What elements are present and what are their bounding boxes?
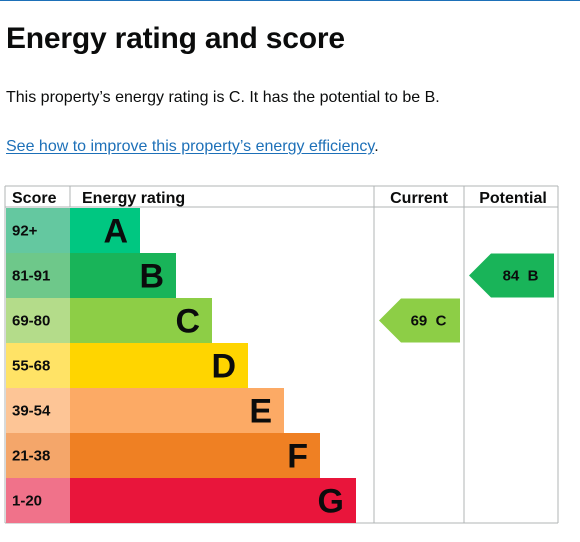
improve-efficiency-link[interactable]: See how to improve this property’s energ… xyxy=(6,138,375,155)
improve-link-line: See how to improve this property’s energ… xyxy=(6,138,379,156)
current-rating-label: 69 C xyxy=(411,313,447,330)
band-bar-b xyxy=(70,253,176,298)
band-score-f: 21-38 xyxy=(12,448,50,465)
page-title: Energy rating and score xyxy=(6,22,345,55)
band-score-b: 81-91 xyxy=(12,268,50,285)
band-bar-f xyxy=(70,433,320,478)
rating-summary: This property’s energy rating is C. It h… xyxy=(6,89,440,106)
rating-bands: 92+ A 81-91 B 69-80 C 55-68 D 39-54 E 21-38 F 1-20 G xyxy=(6,208,356,523)
band-letter-c: C xyxy=(175,303,200,341)
score-cell-c xyxy=(6,298,70,343)
band-score-d: 55-68 xyxy=(12,358,50,375)
header-current: Current xyxy=(390,190,448,207)
header-potential: Potential xyxy=(479,190,547,207)
score-cell-d xyxy=(6,343,70,388)
rating-arrows: 69 C 84 B xyxy=(379,253,554,343)
band-score-c: 69-80 xyxy=(12,313,50,330)
band-letter-f: F xyxy=(287,438,308,476)
band-bar-e xyxy=(70,388,284,433)
table-grid xyxy=(4,185,559,524)
score-cell-f xyxy=(6,433,70,478)
potential-rating-label: 84 B xyxy=(503,268,539,285)
band-letter-a: A xyxy=(103,213,128,251)
header-energy-rating: Energy rating xyxy=(82,190,185,207)
header-score: Score xyxy=(12,190,57,207)
link-suffix: . xyxy=(374,138,379,155)
band-score-g: 1-20 xyxy=(12,493,42,510)
band-letter-e: E xyxy=(249,393,272,431)
top-border xyxy=(0,0,580,1)
band-letter-g: G xyxy=(318,483,344,521)
band-score-a: 92+ xyxy=(12,223,38,240)
band-bar-a xyxy=(70,208,140,253)
band-bar-d xyxy=(70,343,248,388)
current-rating-arrow xyxy=(379,298,460,343)
band-score-e: 39-54 xyxy=(12,403,51,420)
potential-rating-arrow xyxy=(469,253,554,298)
band-letter-b: B xyxy=(139,258,164,296)
score-cell-g xyxy=(6,478,70,523)
band-letter-d: D xyxy=(211,348,236,386)
score-cell-b xyxy=(6,253,70,298)
band-bar-c xyxy=(70,298,212,343)
score-cell-e xyxy=(6,388,70,433)
score-cell-a xyxy=(6,208,70,253)
band-bar-g xyxy=(70,478,356,523)
